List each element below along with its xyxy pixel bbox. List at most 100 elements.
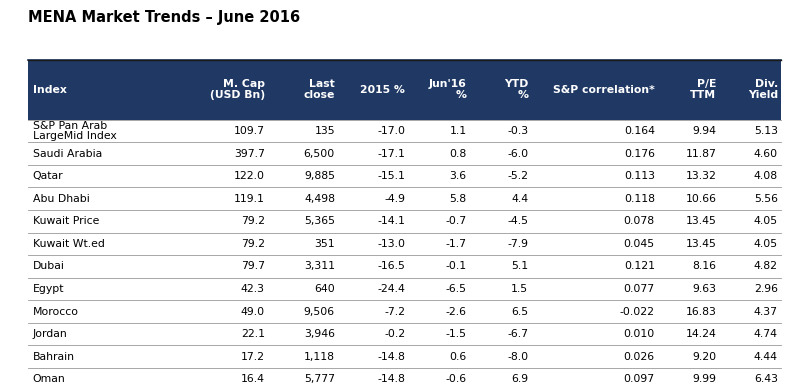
Text: 22.1: 22.1	[241, 329, 265, 339]
Text: -4.9: -4.9	[384, 194, 405, 204]
Text: 0.045: 0.045	[623, 239, 655, 249]
Text: M. Cap
(USD Bn): M. Cap (USD Bn)	[209, 79, 265, 100]
Text: -0.1: -0.1	[446, 261, 466, 271]
Text: Saudi Arabia: Saudi Arabia	[33, 149, 102, 159]
Text: -15.1: -15.1	[377, 171, 405, 181]
Text: P/E
TTM: P/E TTM	[690, 79, 716, 100]
Bar	[28, 60, 781, 120]
Text: Egypt: Egypt	[33, 284, 64, 294]
Text: 135: 135	[314, 126, 335, 136]
Text: 79.2: 79.2	[241, 216, 265, 226]
Text: 1.5: 1.5	[511, 284, 528, 294]
Text: 0.176: 0.176	[624, 149, 655, 159]
Text: -0.3: -0.3	[507, 126, 528, 136]
Text: -0.2: -0.2	[384, 329, 405, 339]
Text: -14.8: -14.8	[377, 374, 405, 384]
Text: Last
close: Last close	[304, 79, 335, 100]
Text: Bahrain: Bahrain	[33, 352, 75, 362]
Text: 6.9: 6.9	[511, 374, 528, 384]
Text: 0.077: 0.077	[623, 284, 655, 294]
Text: 0.026: 0.026	[623, 352, 655, 362]
Text: MENA Market Trends – June 2016: MENA Market Trends – June 2016	[28, 10, 300, 25]
Text: 4.60: 4.60	[754, 149, 778, 159]
Text: 0.118: 0.118	[624, 194, 655, 204]
Text: 0.078: 0.078	[623, 216, 655, 226]
Text: -0.6: -0.6	[446, 374, 466, 384]
Text: Kuwait Price: Kuwait Price	[33, 216, 99, 226]
Text: 5.8: 5.8	[450, 194, 466, 204]
Text: 3,311: 3,311	[304, 261, 335, 271]
Text: 79.7: 79.7	[241, 261, 265, 271]
Text: 5.13: 5.13	[754, 126, 778, 136]
Text: Qatar: Qatar	[33, 171, 63, 181]
Text: 640: 640	[314, 284, 335, 294]
Text: 11.87: 11.87	[685, 149, 716, 159]
Text: Jordan: Jordan	[33, 329, 67, 339]
Text: S&P Pan Arab
LargeMid Index: S&P Pan Arab LargeMid Index	[33, 120, 117, 141]
Text: 9.63: 9.63	[692, 284, 716, 294]
Text: -0.022: -0.022	[620, 306, 655, 317]
Text: 13.32: 13.32	[685, 171, 716, 181]
Text: -2.6: -2.6	[446, 306, 466, 317]
Text: 1,118: 1,118	[304, 352, 335, 362]
Text: 14.24: 14.24	[685, 329, 716, 339]
Text: -4.5: -4.5	[508, 216, 528, 226]
Text: 109.7: 109.7	[234, 126, 265, 136]
Text: -16.5: -16.5	[377, 261, 405, 271]
Text: 9.99: 9.99	[692, 374, 716, 384]
Text: 13.45: 13.45	[685, 239, 716, 249]
Text: -6.7: -6.7	[508, 329, 528, 339]
Text: 9,885: 9,885	[304, 171, 335, 181]
Text: 16.4: 16.4	[241, 374, 265, 384]
Text: 4.08: 4.08	[754, 171, 778, 181]
Text: 2015 %: 2015 %	[360, 85, 405, 95]
Text: Index: Index	[33, 85, 67, 95]
Text: -17.1: -17.1	[377, 149, 405, 159]
Text: 351: 351	[314, 239, 335, 249]
Text: S&P correlation*: S&P correlation*	[553, 85, 655, 95]
Text: Morocco: Morocco	[33, 306, 79, 317]
Text: 4.4: 4.4	[511, 194, 528, 204]
Text: 9.94: 9.94	[692, 126, 716, 136]
Text: Oman: Oman	[33, 374, 65, 384]
Text: 13.45: 13.45	[685, 216, 716, 226]
Text: -1.7: -1.7	[446, 239, 466, 249]
Text: 4.05: 4.05	[754, 239, 778, 249]
Text: 2.96: 2.96	[754, 284, 778, 294]
Text: 6,500: 6,500	[304, 149, 335, 159]
Text: 6.5: 6.5	[511, 306, 528, 317]
Text: -7.2: -7.2	[384, 306, 405, 317]
Text: 4.74: 4.74	[754, 329, 778, 339]
Text: 0.097: 0.097	[623, 374, 655, 384]
Text: 9,506: 9,506	[304, 306, 335, 317]
Text: 5.1: 5.1	[511, 261, 528, 271]
Text: -1.5: -1.5	[446, 329, 466, 339]
Text: 8.16: 8.16	[692, 261, 716, 271]
Text: 119.1: 119.1	[234, 194, 265, 204]
Text: 6.43: 6.43	[754, 374, 778, 384]
Text: 397.7: 397.7	[234, 149, 265, 159]
Text: 0.164: 0.164	[624, 126, 655, 136]
Text: 9.20: 9.20	[692, 352, 716, 362]
Text: 4.37: 4.37	[754, 306, 778, 317]
Text: 4.44: 4.44	[754, 352, 778, 362]
Text: 5,777: 5,777	[304, 374, 335, 384]
Text: 10.66: 10.66	[685, 194, 716, 204]
Text: 0.010: 0.010	[623, 329, 655, 339]
Text: 5,365: 5,365	[304, 216, 335, 226]
Text: 3.6: 3.6	[450, 171, 466, 181]
Text: 17.2: 17.2	[241, 352, 265, 362]
Text: 16.83: 16.83	[685, 306, 716, 317]
Text: Div.
Yield: Div. Yield	[748, 79, 778, 100]
Text: 49.0: 49.0	[241, 306, 265, 317]
Text: 5.56: 5.56	[754, 194, 778, 204]
Text: -24.4: -24.4	[377, 284, 405, 294]
Text: 0.8: 0.8	[450, 149, 466, 159]
Text: Dubai: Dubai	[33, 261, 64, 271]
Text: -17.0: -17.0	[377, 126, 405, 136]
Text: 122.0: 122.0	[234, 171, 265, 181]
Text: -13.0: -13.0	[377, 239, 405, 249]
Text: 4.05: 4.05	[754, 216, 778, 226]
Text: 0.113: 0.113	[624, 171, 655, 181]
Text: -6.5: -6.5	[446, 284, 466, 294]
